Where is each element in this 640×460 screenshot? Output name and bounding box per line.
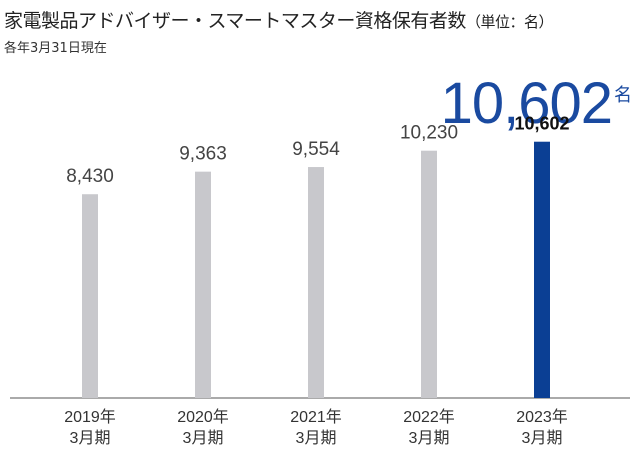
- chart-subtitle: 各年3月31日現在: [4, 41, 107, 56]
- x-tick-label-4-0: 2023年: [516, 408, 568, 426]
- value-label-2: 9,554: [292, 139, 340, 160]
- highlight-total: 10,602 名: [441, 70, 632, 137]
- bar-3: [421, 150, 437, 398]
- highlight-value: 10,602: [440, 71, 613, 136]
- value-label-1: 9,363: [179, 144, 227, 165]
- value-label-0: 8,430: [66, 166, 114, 187]
- value-label-4: 10,602: [514, 114, 569, 134]
- x-tick-label-1-1: 3月期: [183, 429, 224, 447]
- x-tick-label-1-0: 2020年: [177, 408, 229, 426]
- chart-title: 家電製品アドバイザー・スマートマスター資格保有者数（単位：名）: [4, 6, 553, 33]
- x-tick-label-4-1: 3月期: [522, 429, 563, 447]
- x-tick-label-0-1: 3月期: [70, 429, 111, 447]
- bar-4: [534, 141, 550, 398]
- bar-2: [308, 167, 324, 398]
- value-label-3: 10,230: [400, 123, 458, 144]
- x-tick-label-3-1: 3月期: [409, 429, 450, 447]
- x-tick-label-2-1: 3月期: [296, 429, 337, 447]
- bar-0: [82, 194, 98, 398]
- chart-title-text: 家電製品アドバイザー・スマートマスター資格保有者数: [4, 10, 466, 32]
- highlight-unit: 名: [614, 85, 632, 106]
- bar-1: [195, 171, 211, 398]
- x-tick-label-3-0: 2022年: [403, 408, 455, 426]
- unit-note: （単位：名）: [465, 13, 554, 31]
- x-tick-label-0-0: 2019年: [64, 408, 116, 426]
- x-tick-label-2-0: 2021年: [290, 408, 342, 426]
